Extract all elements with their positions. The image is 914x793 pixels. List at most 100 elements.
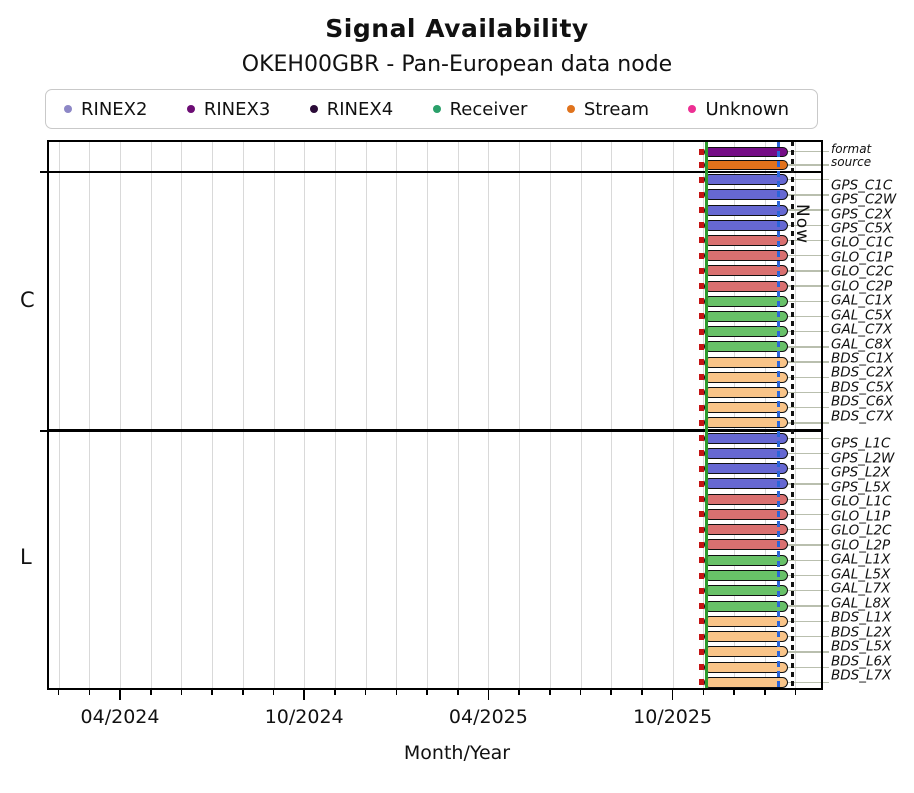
leader-line (785, 468, 829, 470)
start-marker (699, 633, 704, 640)
start-marker (699, 450, 704, 457)
leader-line (785, 179, 829, 181)
row-label-GAL_C1X: GAL_C1X (831, 292, 893, 309)
x-axis-label: Month/Year (403, 742, 511, 764)
bar-format (703, 146, 788, 157)
row-label-GLO_L2C: GLO_L2C (831, 522, 892, 539)
leader-line (785, 483, 829, 485)
gridline (150, 142, 152, 688)
x-minor-tick (518, 690, 520, 695)
bar-BDS_C6X (703, 402, 788, 414)
y-tick (40, 171, 47, 173)
row-label-GPS_C2X: GPS_C2X (831, 205, 893, 222)
start-marker (699, 557, 704, 564)
row-label-BDS_L5X: BDS_L5X (831, 638, 892, 655)
leader-line (785, 194, 829, 196)
x-minor-tick (733, 690, 735, 695)
row-label-BDS_C2X: BDS_C2X (831, 364, 894, 381)
bar-GLO_C2P (703, 280, 788, 292)
rinex3-dot-icon (186, 105, 195, 113)
start-marker (699, 465, 704, 472)
bar-GAL_L7X (703, 585, 788, 597)
leader-line (785, 620, 829, 622)
x-minor-tick (272, 690, 275, 695)
bar-GLO_L2P (703, 539, 788, 551)
start-marker (699, 252, 704, 259)
row-label-GLO_L1P: GLO_L1P (831, 507, 891, 524)
bar-BDS_L2X (703, 631, 788, 643)
bar-GPS_C5X (703, 219, 788, 231)
rinex4-dot-icon (309, 105, 318, 113)
gridline (304, 142, 306, 688)
start-marker (699, 572, 704, 579)
leader-line (785, 422, 829, 424)
bar-GAL_C7X (703, 326, 788, 338)
bar-GPS_C2X (703, 204, 788, 216)
start-marker (699, 541, 704, 548)
x-minor-tick (579, 690, 582, 695)
bar-GAL_C8X (703, 341, 788, 353)
bar-BDS_C5X (703, 386, 788, 398)
leader-line (785, 452, 829, 455)
leader-line (785, 331, 829, 333)
row-label-GLO_L2P: GLO_L2P (831, 536, 891, 553)
gridline (396, 142, 398, 688)
bar-GLO_L1C (703, 493, 788, 505)
unknown-dot-icon (688, 105, 697, 113)
x-minor-tick (610, 690, 613, 695)
leader-line (785, 255, 829, 257)
bar-BDS_L6X (703, 661, 788, 673)
gridline (734, 142, 735, 688)
start-marker (699, 419, 704, 426)
bar-BDS_L1X (703, 615, 788, 627)
bar-source (703, 160, 788, 170)
gridline (89, 142, 91, 688)
row-label-BDS_L2X: BDS_L2X (831, 624, 892, 640)
rinex2-dot-icon (64, 105, 72, 113)
leader-line (785, 651, 829, 653)
row-label-BDS_C7X: BDS_C7X (831, 408, 894, 425)
start-marker (699, 618, 704, 625)
x-minor-tick (211, 690, 213, 695)
start-marker (699, 191, 704, 198)
start-marker (699, 511, 704, 518)
x-minor-tick (334, 690, 336, 695)
legend-item-rinex3: RINEX3 (186, 98, 271, 120)
start-marker (699, 343, 704, 350)
chart-subtitle: OKEH00GBR - Pan-European data node (241, 52, 673, 77)
row-label-GAL_C7X: GAL_C7X (831, 321, 893, 338)
start-marker (699, 587, 704, 594)
row-label-GLO_C1C: GLO_C1C (831, 234, 894, 251)
x-major-tick (671, 690, 674, 700)
leader-line (785, 391, 829, 394)
leader-line (785, 209, 829, 211)
x-tick-label: 10/2024 (264, 706, 344, 728)
row-label-GPS_C1C: GPS_C1C (831, 176, 893, 193)
leader-line (785, 376, 829, 378)
gridline (703, 142, 705, 688)
section-label-c: C (20, 288, 35, 312)
legend-item-unknown: Unknown (688, 99, 789, 120)
gridline (457, 142, 459, 688)
leader-line (785, 315, 829, 318)
x-minor-tick (242, 690, 244, 695)
legend-label: Unknown (705, 98, 789, 120)
row-label-GAL_L5X: GAL_L5X (831, 566, 891, 582)
gridline (795, 142, 797, 688)
bar-BDS_C1X (703, 356, 788, 368)
gridline (641, 142, 643, 688)
gridline (212, 142, 214, 688)
x-minor-tick (364, 690, 367, 695)
bar-GAL_C5X (703, 310, 788, 322)
leader-line (785, 635, 829, 638)
row-label-GAL_L7X: GAL_L7X (831, 580, 891, 597)
now-line (791, 141, 794, 689)
gridline (580, 142, 582, 688)
row-label-GPS_C5X: GPS_C5X (831, 220, 893, 237)
start-marker (699, 148, 704, 155)
legend-label: RINEX3 (203, 98, 271, 120)
x-minor-tick (763, 690, 766, 695)
bar-GAL_L1X (703, 554, 788, 566)
row-label-BDS_L1X: BDS_L1X (831, 609, 892, 626)
